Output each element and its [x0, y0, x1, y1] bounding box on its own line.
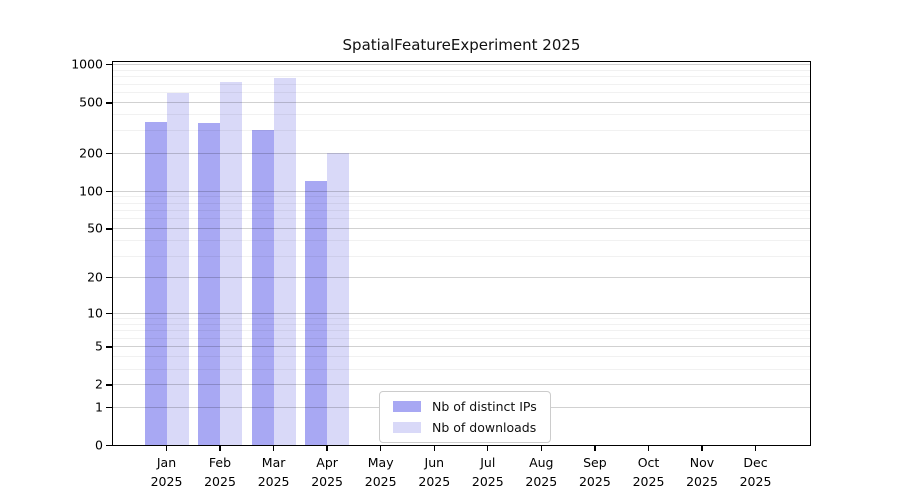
bar-distinct-ips-feb [198, 122, 220, 445]
gridline-major [113, 152, 810, 154]
legend-item-distinct-ips: Nb of distinct IPs [393, 399, 537, 414]
y-tick [106, 277, 113, 279]
bar-downloads-feb [220, 82, 242, 445]
gridline-major [113, 312, 810, 314]
y-tick [106, 152, 113, 154]
x-tick-label: Jun 2025 [418, 455, 451, 489]
x-tick-label: Mar 2025 [257, 455, 290, 489]
legend-label: Nb of distinct IPs [432, 399, 537, 414]
x-tick [272, 445, 275, 451]
bar-distinct-ips-jan [144, 121, 167, 445]
gridline-major [113, 277, 810, 279]
x-tick-label: May 2025 [364, 455, 397, 489]
y-tick [106, 190, 113, 192]
x-tick [754, 445, 757, 451]
legend-swatch-downloads [393, 422, 421, 433]
y-tick-label: 0 [95, 437, 103, 453]
gridline-minor [113, 356, 810, 358]
gridline-major [113, 64, 810, 65]
bar-downloads-mar [273, 78, 296, 445]
gridline-minor [113, 209, 810, 211]
bar-downloads-apr [327, 152, 350, 445]
x-tick [487, 445, 489, 451]
legend: Nb of distinct IPs Nb of downloads [379, 391, 551, 443]
gridline-minor [113, 76, 810, 78]
y-tick [106, 228, 113, 230]
x-tick-label: Feb 2025 [204, 455, 236, 489]
y-tick-label: 200 [79, 145, 103, 160]
y-tick-label: 500 [79, 94, 103, 110]
y-tick-label: 100 [79, 183, 103, 198]
x-tick [219, 445, 221, 451]
x-tick [594, 445, 596, 451]
gridline-minor [113, 92, 810, 94]
x-tick-label: Jul 2025 [471, 455, 504, 489]
y-tick-label: 5 [95, 338, 103, 354]
x-tick-label: Oct 2025 [632, 455, 665, 489]
legend-swatch-distinct-ips [393, 401, 421, 412]
x-tick [433, 445, 435, 451]
gridline-minor [113, 323, 810, 325]
gridline-major [113, 384, 810, 386]
x-tick [326, 445, 328, 451]
gridline-minor [113, 337, 810, 339]
gridline-minor [113, 240, 810, 242]
gridline-minor [113, 318, 810, 319]
gridline-minor [113, 196, 810, 198]
x-tick [701, 445, 703, 451]
gridline-minor [113, 330, 810, 332]
y-tick-label: 2 [95, 376, 103, 392]
x-tick [380, 445, 382, 451]
y-tick [106, 445, 113, 447]
x-tick [647, 445, 650, 451]
plot-area: 0 1 2 5 10 20 50 100 200 500 1000 Jan 2025 Feb 2025 M… [71, 58, 811, 489]
gridline-major [113, 190, 810, 192]
y-tick-label: 10 [87, 305, 103, 321]
gridline-minor [113, 114, 810, 116]
legend-item-downloads: Nb of downloads [393, 420, 537, 435]
x-tick-label: Sep 2025 [578, 455, 611, 489]
legend-label: Nb of downloads [432, 420, 537, 435]
gridline-minor [113, 83, 810, 85]
y-tick [106, 64, 113, 66]
bar-downloads-jan [166, 93, 189, 445]
y-tick [106, 102, 113, 104]
gridline-minor [113, 69, 810, 71]
x-tick [165, 445, 168, 451]
gridline-minor [113, 368, 810, 370]
gridline-major [113, 228, 810, 230]
gridline-minor [113, 255, 810, 257]
x-tick-label: Aug 2025 [525, 455, 558, 489]
x-tick-label: Nov 2025 [686, 455, 718, 489]
x-tick [540, 445, 542, 451]
y-tick [106, 406, 113, 409]
y-tick [106, 384, 113, 386]
gridline-minor [113, 130, 810, 132]
chart-title: SpatialFeatureExperiment 2025 [342, 36, 581, 54]
y-tick [106, 312, 113, 315]
x-tick-label: Jan 2025 [150, 455, 183, 489]
y-tick-label: 50 [87, 220, 103, 236]
x-tick-label: Apr 2025 [311, 455, 343, 489]
bar-distinct-ips-apr [305, 180, 328, 445]
gridline-minor [113, 202, 810, 204]
gridline-major [113, 102, 810, 104]
y-tick-label: 20 [87, 269, 103, 285]
bar-distinct-ips-mar [251, 130, 274, 445]
y-tick-label: 1 [95, 399, 103, 415]
y-tick-label: 1000 [71, 56, 103, 72]
gridline-major [113, 346, 810, 348]
y-tick [106, 346, 113, 348]
gridline-minor [113, 218, 810, 220]
x-tick-label: Dec 2025 [739, 455, 772, 489]
